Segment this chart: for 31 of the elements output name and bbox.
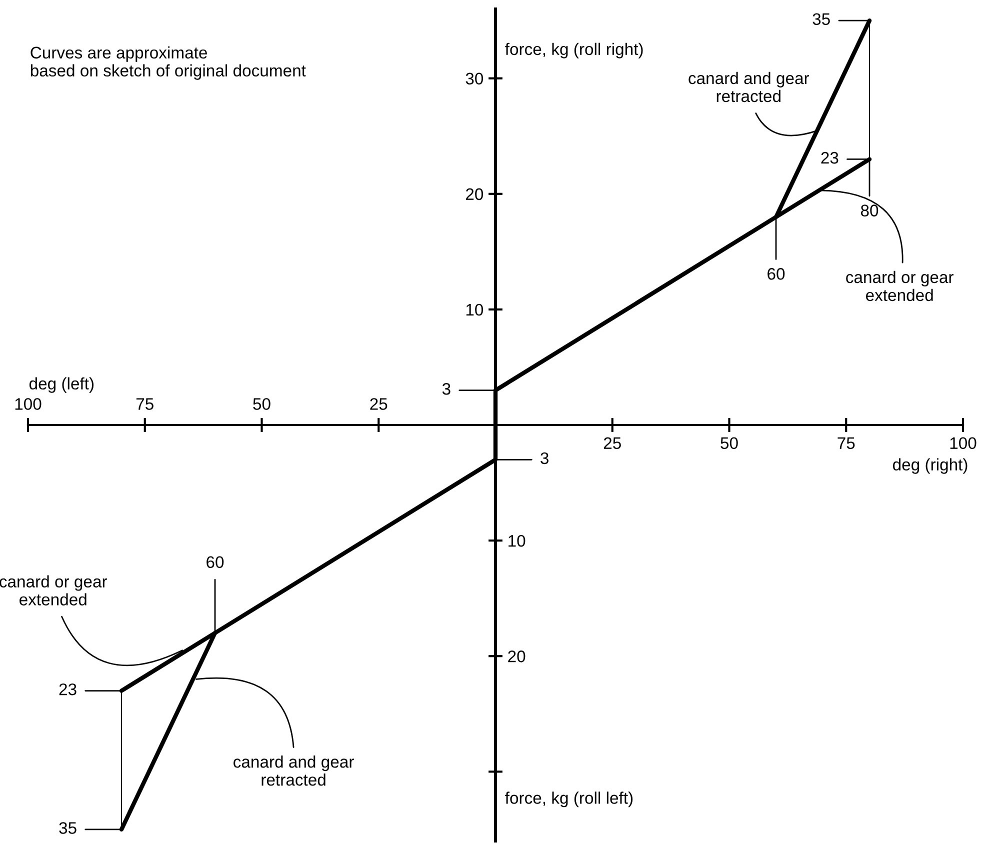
x2-tick-label: 50	[253, 398, 270, 410]
annotation: 3	[540, 452, 548, 464]
x-tick-label: 75	[838, 437, 855, 450]
annotation: 80	[860, 204, 878, 216]
annotation: force, kg (roll left)	[505, 792, 633, 808]
annotation: canard and gear retracted	[234, 756, 354, 786]
annotation: deg (left)	[29, 377, 94, 393]
annotation: 35	[59, 822, 76, 834]
y2-tick-label: 20	[508, 650, 526, 662]
y-tick-label: 30	[466, 72, 484, 85]
annotation: 60	[206, 556, 224, 568]
annotation: canard or gear extended	[0, 575, 108, 606]
y2-tick-label: 10	[508, 534, 526, 547]
x-axis-title: deg (right)	[893, 458, 968, 474]
x2-tick-label: 25	[370, 398, 388, 410]
annotation: force, kg (roll right)	[505, 42, 643, 58]
y-tick-label: 10	[466, 304, 484, 316]
x-tick-label: 25	[604, 437, 621, 450]
x2-tick-label: 75	[136, 398, 154, 410]
x2-tick-label: 100	[15, 398, 42, 410]
annotation: canard or gear extended	[846, 270, 954, 302]
annotation: 35	[812, 13, 830, 26]
annotation: 23	[59, 683, 76, 696]
annotation: 3	[442, 383, 450, 395]
y-tick-label: 20	[466, 188, 484, 200]
x-tick-label: 100	[950, 437, 976, 450]
x-tick-label: 50	[720, 437, 738, 450]
annotation: 60	[768, 268, 785, 280]
annotation: 23	[821, 152, 838, 164]
annotation: canard and gear retracted	[688, 72, 810, 102]
annotation: Curves are approximate based on sketch of original document	[30, 46, 306, 80]
